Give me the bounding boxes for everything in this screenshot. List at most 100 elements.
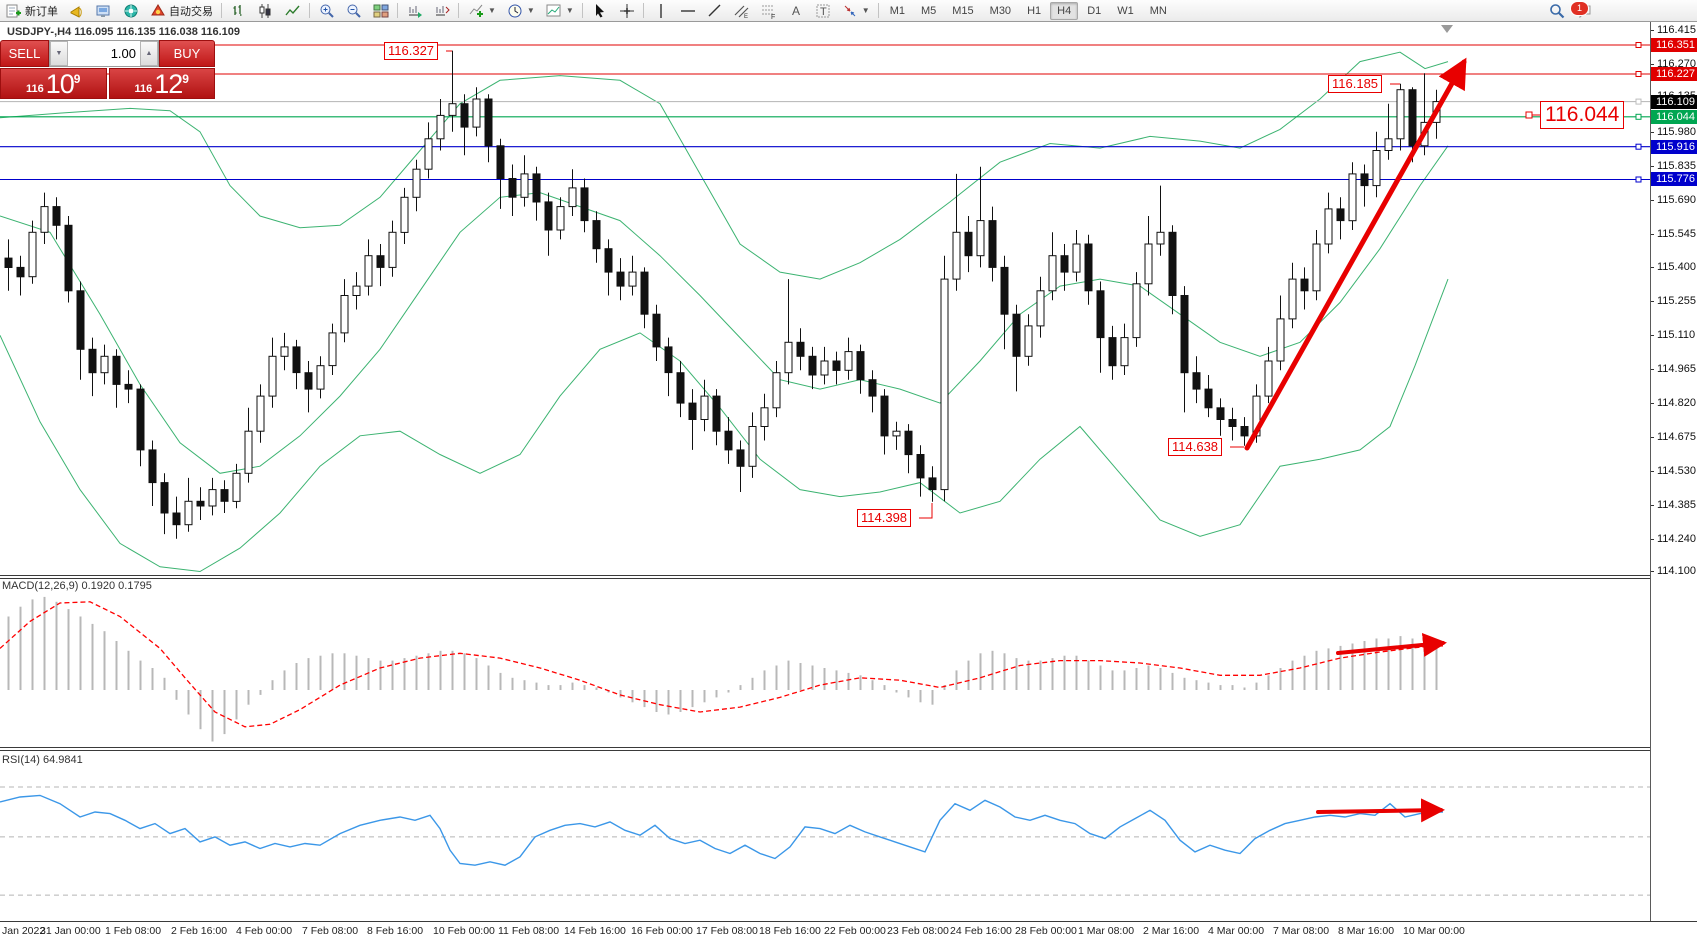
time-label: 1 Mar 08:00 — [1078, 925, 1135, 936]
zoom-out-icon — [347, 4, 361, 18]
channel-tool-button[interactable]: E — [729, 1, 755, 21]
vline-tool-button[interactable] — [648, 1, 674, 21]
tile-windows-icon — [373, 4, 389, 17]
horizontal-line-icon — [680, 9, 695, 12]
timeframe-m5[interactable]: M5 — [920, 4, 937, 17]
timeframe-m30[interactable]: M30 — [989, 4, 1012, 17]
news-horn-button[interactable] — [64, 1, 90, 21]
time-label: 24 Feb 16:00 — [950, 925, 1012, 936]
price-badge: 116.351 — [1650, 38, 1697, 52]
label-tool-button[interactable]: T — [810, 1, 836, 21]
dropdown-arrow-icon: ▼ — [565, 6, 574, 15]
sell-price-button[interactable]: 116 10 9 — [0, 68, 107, 99]
rsi-panel[interactable] — [0, 751, 1650, 921]
timeframe-mn[interactable]: MN — [1149, 4, 1167, 17]
toolbar: 新订单 自动交易 ▼ ▼ ▼ — [0, 0, 1697, 22]
trendline-tool-button[interactable] — [702, 1, 728, 21]
svg-text:F: F — [771, 14, 775, 19]
macd-label: MACD(12,26,9) 0.1920 0.1795 — [2, 580, 152, 592]
time-label: 31 Jan 00:00 — [40, 925, 101, 936]
timeframe-m15[interactable]: M15 — [952, 4, 974, 17]
fibonacci-tool-button[interactable]: F — [756, 1, 782, 21]
connect-button[interactable] — [118, 1, 144, 21]
sell-price-big: 10 — [45, 69, 75, 99]
main-chart[interactable] — [0, 22, 1650, 575]
crosshair-tool-button[interactable] — [614, 1, 640, 21]
autoscroll-button[interactable] — [402, 1, 428, 21]
timeframe-h1[interactable]: H1 — [1027, 4, 1042, 17]
autoscroll-icon — [409, 5, 422, 18]
hline-tool-button[interactable] — [675, 1, 701, 21]
horn-icon — [70, 5, 82, 18]
time-label: 7 Mar 08:00 — [1273, 925, 1330, 936]
tile-windows-button[interactable] — [368, 1, 394, 21]
tick-mark — [1650, 30, 1654, 31]
macd-panel[interactable] — [0, 579, 1650, 747]
price-axis[interactable]: 116.415116.270116.135115.980115.835115.6… — [1650, 22, 1697, 921]
volume-input[interactable] — [68, 41, 140, 66]
channel-icon: E — [734, 5, 749, 19]
price-annotation[interactable]: 116.044 — [1540, 101, 1625, 129]
volume-control: ▼ ▲ — [49, 40, 159, 67]
price-badge: 115.776 — [1650, 172, 1697, 186]
search-button[interactable] — [1544, 1, 1570, 21]
text-tool-button[interactable]: A — [783, 1, 809, 21]
rsi-label: RSI(14) 64.9841 — [2, 754, 83, 766]
price-annotation[interactable]: 114.638 — [1168, 438, 1223, 456]
price-annotation[interactable]: 116.185 — [1328, 75, 1383, 93]
tick-mark — [1650, 301, 1654, 302]
time-label: 8 Feb 16:00 — [367, 925, 424, 936]
sell-price-sup: 9 — [73, 72, 81, 86]
svg-text:T: T — [820, 6, 827, 18]
terminal-icon — [96, 5, 110, 17]
time-label: 7 Feb 08:00 — [302, 925, 359, 936]
price-annotation[interactable]: 116.327 — [384, 42, 439, 60]
price-annotation[interactable]: 114.398 — [857, 509, 912, 527]
time-label: 23 Feb 08:00 — [887, 925, 949, 936]
separator — [642, 3, 644, 18]
new-order-button[interactable]: 新订单 — [1, 1, 63, 21]
terminal-button[interactable] — [91, 1, 117, 21]
crosshair-icon — [619, 3, 634, 18]
timeframe-w1[interactable]: W1 — [1117, 4, 1134, 17]
separator — [458, 3, 459, 18]
volume-decrease-button[interactable]: ▼ — [50, 41, 68, 66]
candlestick-chart-button[interactable] — [253, 1, 279, 21]
notification-badge[interactable]: 1 — [1570, 1, 1589, 16]
autotrade-button[interactable]: 自动交易 — [145, 1, 218, 21]
separator — [581, 3, 583, 18]
periods-button[interactable]: ▼ — [502, 1, 540, 21]
templates-button[interactable]: ▼ — [541, 1, 579, 21]
timeframe-m1[interactable]: M1 — [889, 4, 905, 17]
line-chart-button[interactable] — [280, 1, 306, 21]
trendline-icon — [708, 4, 721, 16]
price-badge: 116.044 — [1650, 110, 1697, 124]
price-badge: 116.109 — [1650, 95, 1697, 109]
time-axis[interactable]: Jan 2022 31 Jan 00:00 1 Feb 08:00 2 Feb 16:… — [0, 921, 1697, 936]
arrows-tool-button[interactable]: ▼ — [837, 1, 875, 21]
time-label: 28 Feb 00:00 — [1015, 925, 1077, 936]
tick-mark — [1650, 132, 1654, 133]
signal-icon — [124, 4, 138, 17]
one-click-trading-panel: SELL ▼ ▲ BUY 116 10 9 116 12 9 — [0, 40, 215, 99]
volume-increase-button[interactable]: ▲ — [140, 41, 158, 66]
buy-price-button[interactable]: 116 12 9 — [108, 68, 215, 99]
time-label: 11 Feb 08:00 — [498, 925, 560, 936]
timeframe-h4[interactable]: H4 — [1050, 1, 1079, 20]
bar-chart-button[interactable] — [226, 1, 252, 21]
buy-button[interactable]: BUY — [159, 40, 215, 67]
chart-shift-button[interactable] — [429, 1, 455, 21]
cursor-tool-button[interactable] — [587, 1, 613, 21]
time-label: Jan 2022 — [2, 925, 46, 936]
sell-button[interactable]: SELL — [0, 40, 49, 67]
panel-separator[interactable] — [0, 575, 1697, 579]
indicators-button[interactable]: ▼ — [463, 1, 501, 21]
zoom-in-icon — [320, 4, 334, 18]
tick-mark — [1650, 437, 1654, 438]
zoom-in-button[interactable] — [314, 1, 340, 21]
timeframe-d1[interactable]: D1 — [1087, 4, 1102, 17]
panel-separator[interactable] — [0, 747, 1697, 751]
zoom-out-button[interactable] — [341, 1, 367, 21]
bar-chart-icon — [233, 4, 242, 16]
